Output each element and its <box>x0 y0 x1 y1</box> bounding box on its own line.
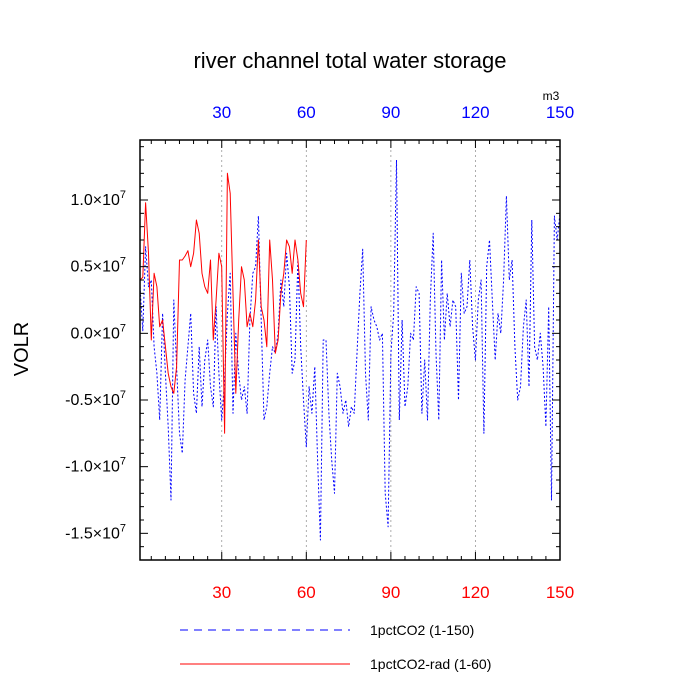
x-tick-label-bottom: 150 <box>546 583 574 602</box>
y-tick-mantissa: 0.5 <box>70 259 92 276</box>
x-tick-label-top: 90 <box>381 103 400 122</box>
y-tick-mantissa: 1.0 <box>70 192 92 209</box>
y-tick-label: 1.0×107 <box>70 189 126 209</box>
x-tick-label-top: 150 <box>546 103 574 122</box>
series-line-1pctco2-rad <box>139 172 307 434</box>
y-tick-label: 0.0×107 <box>70 322 126 342</box>
x-tick-label-bottom: 120 <box>461 583 489 602</box>
y-tick-multiplier: ×10 <box>93 525 120 542</box>
y-tick-mantissa: 0.0 <box>70 325 92 342</box>
y-tick-multiplier: ×10 <box>93 325 120 342</box>
y-tick-exponent: 7 <box>120 189 126 201</box>
y-tick-exponent: 7 <box>120 256 126 268</box>
x-tick-label-top: 120 <box>461 103 489 122</box>
y-tick-multiplier: ×10 <box>93 259 120 276</box>
y-tick-exponent: 7 <box>120 522 126 534</box>
y-tick-exponent: 7 <box>120 389 126 401</box>
y-tick-mantissa: -0.5 <box>65 392 93 409</box>
y-tick-exponent: 7 <box>120 456 126 468</box>
x-tick-label-bottom: 60 <box>297 583 316 602</box>
y-tick-multiplier: ×10 <box>93 459 120 476</box>
y-tick-exponent: 7 <box>120 322 126 334</box>
legend: 1pctCO2 (1-150) 1pctCO2-rad (1-60) <box>180 622 491 672</box>
chart-title: river channel total water storage <box>193 48 506 73</box>
legend-label: 1pctCO2-rad (1-60) <box>370 656 491 672</box>
y-tick-label: -1.5×107 <box>65 522 126 542</box>
plot-frame <box>139 139 561 561</box>
y-tick-label: 0.5×107 <box>70 256 126 276</box>
x-tick-label-bottom: 30 <box>212 583 231 602</box>
y-tick-multiplier: ×10 <box>93 192 120 209</box>
x-tick-label-top: 60 <box>297 103 316 122</box>
x-tick-label-bottom: 90 <box>381 583 400 602</box>
series-layer <box>139 159 561 541</box>
y-axis-title: VOLR <box>11 322 33 376</box>
legend-label: 1pctCO2 (1-150) <box>370 622 474 638</box>
x-tick-label-top: 30 <box>212 103 231 122</box>
series-line-1pctco2 <box>139 159 561 541</box>
y-tick-multiplier: ×10 <box>93 392 120 409</box>
y-tick-mantissa: -1.5 <box>65 525 93 542</box>
y-tick-label: -1.0×107 <box>65 456 126 476</box>
vertical-gridlines <box>221 140 476 560</box>
units-label: m3 <box>543 89 560 103</box>
y-tick-mantissa: -1.0 <box>65 459 93 476</box>
y-tick-label: -0.5×107 <box>65 389 126 409</box>
